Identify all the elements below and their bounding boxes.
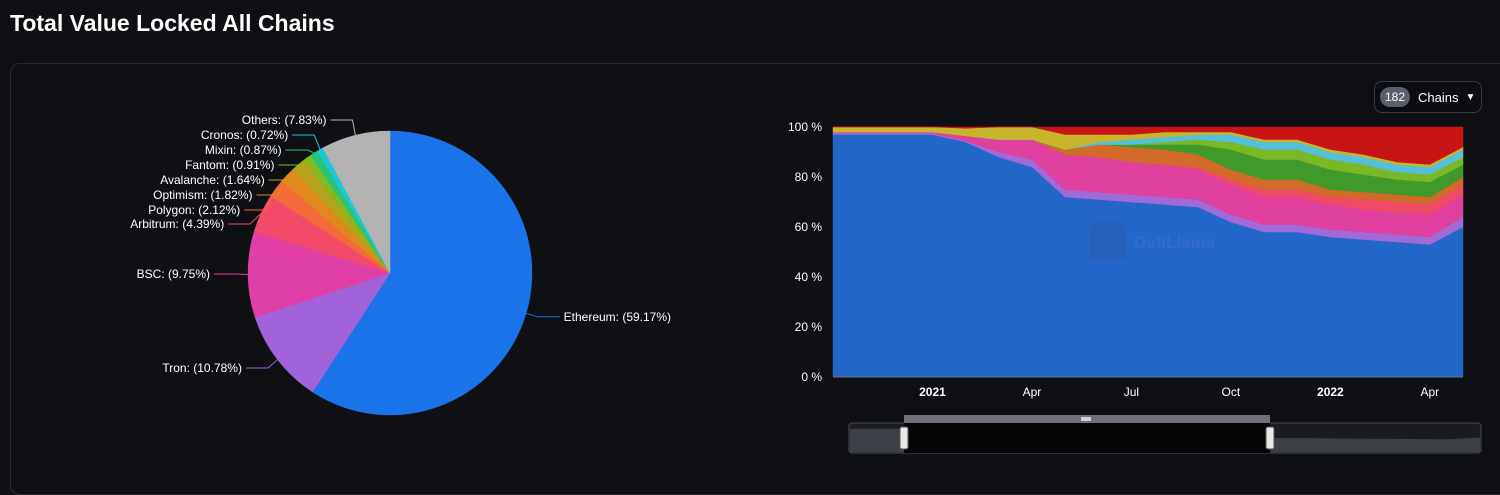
pie-label-ethereum: Ethereum: (59.17%) xyxy=(564,310,671,324)
chains-dropdown[interactable]: 182 Chains ▼ xyxy=(1374,81,1482,113)
y-tick-label: 100 % xyxy=(788,120,822,134)
pie-label-others: Others: (7.83%) xyxy=(242,113,327,127)
llama-logo-icon xyxy=(1090,221,1126,261)
x-tick-label: Oct xyxy=(1222,385,1241,399)
area-chart[interactable]: 0 % 20 % 40 % 60 % 80 % 100 % 2021 Apr Jul Oct 202… xyxy=(0,0,1500,478)
y-tick-label: 60 % xyxy=(795,220,823,234)
chevron-down-icon: ▼ xyxy=(1465,91,1476,103)
pie-leader-line-arbitrum xyxy=(228,213,262,225)
drag-grip-icon xyxy=(1081,417,1091,421)
x-tick-label: 2021 xyxy=(919,385,946,399)
y-tick-label: 0 % xyxy=(801,370,822,384)
pie-leader-line-cronos xyxy=(292,134,321,150)
chains-count-badge: 182 xyxy=(1380,87,1411,107)
y-tick-label: 20 % xyxy=(795,320,823,334)
x-tick-label: 2022 xyxy=(1317,385,1344,399)
pie-label-polygon: Polygon: (2.12%) xyxy=(148,203,240,217)
watermark-text: DefiLlama xyxy=(1134,233,1216,252)
pie-leader-line-fantom xyxy=(278,157,308,166)
pie-slice-bsc[interactable] xyxy=(247,231,391,318)
x-tick-label: Jul xyxy=(1124,385,1139,399)
pie-label-optimism: Optimism: (1.82%) xyxy=(153,188,252,202)
data-zoom-slider[interactable] xyxy=(848,415,1482,454)
pie-label-mixin: Mixin: (0.87%) xyxy=(205,143,282,157)
pie-leader-line-polygon xyxy=(244,188,277,211)
pie-leader-line-tron xyxy=(246,359,278,369)
pie-label-cronos: Cronos: (0.72%) xyxy=(201,128,288,142)
zoom-handle-right[interactable] xyxy=(1265,426,1275,450)
pie-leader-line-mixin xyxy=(285,149,315,154)
zoom-handle-left[interactable] xyxy=(899,426,909,450)
page-title: Total Value Locked All Chains xyxy=(10,10,335,36)
pie-chart[interactable]: Ethereum: (59.17%) Tron: (10.78%) BSC: (9.… xyxy=(0,0,700,478)
pie-leader-line-others xyxy=(330,119,356,136)
zoom-selected-range[interactable] xyxy=(904,423,1270,453)
pie-label-tron: Tron: (10.78%) xyxy=(162,361,242,375)
area-series-terra[interactable] xyxy=(833,126,1464,165)
pie-leader-line-avalanche xyxy=(268,164,299,181)
pie-label-fantom: Fantom: (0.91%) xyxy=(185,158,274,172)
y-tick-label: 80 % xyxy=(795,170,823,184)
chains-label: Chains xyxy=(1418,89,1459,105)
pie-leader-line-ethereum xyxy=(525,312,560,318)
watermark-logo: DefiLlama xyxy=(1090,221,1216,261)
pie-label-arbitrum: Arbitrum: (4.39%) xyxy=(130,217,224,231)
pie-label-bsc: BSC: (9.75%) xyxy=(137,267,210,281)
pie-label-avalanche: Avalanche: (1.64%) xyxy=(160,173,265,187)
y-tick-label: 40 % xyxy=(795,270,823,284)
pie-leader-line-bsc xyxy=(214,273,249,276)
x-tick-label: Apr xyxy=(1420,385,1439,399)
x-tick-label: Apr xyxy=(1023,385,1042,399)
pie-leader-line-optimism xyxy=(256,174,288,196)
